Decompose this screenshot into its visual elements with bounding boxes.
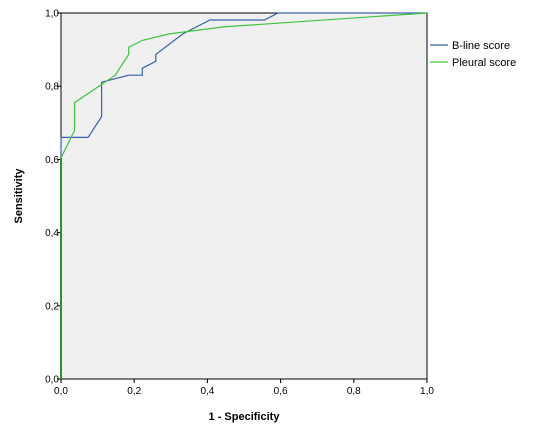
y-tick-label: 0,4 [45, 228, 59, 239]
x-tick-label: 0,4 [200, 386, 214, 397]
axis-ticks: 0,0 0,2 0,4 0,6 0,8 1,0 0,0 0,2 0,4 0,6 0,8 1,0 [45, 9, 434, 398]
y-tick-label: 0,0 [45, 375, 59, 386]
x-tick-label: 0,0 [54, 386, 68, 397]
x-tick-label: 0,6 [274, 386, 288, 397]
x-tick-label: 0,8 [347, 386, 361, 397]
legend-label: Pleural score [452, 57, 516, 69]
legend: B-line score Pleural score [430, 40, 516, 69]
series-line-b-line-score [60, 12, 427, 379]
y-tick-label: 0,2 [45, 301, 59, 312]
y-axis-title: Sensitivity [13, 168, 25, 224]
y-tick-label: 1,0 [45, 9, 59, 20]
series-lines [60, 12, 428, 379]
x-axis-title: 1 - Specificity [209, 411, 281, 423]
y-tick-label: 0,8 [45, 82, 59, 93]
series-line-pleural-score [60, 12, 428, 379]
y-tick-label: 0,6 [45, 155, 59, 166]
x-tick-label: 0,2 [127, 386, 141, 397]
x-tick-label: 1,0 [420, 386, 434, 397]
legend-label: B-line score [452, 40, 510, 52]
plot-area [60, 12, 428, 380]
